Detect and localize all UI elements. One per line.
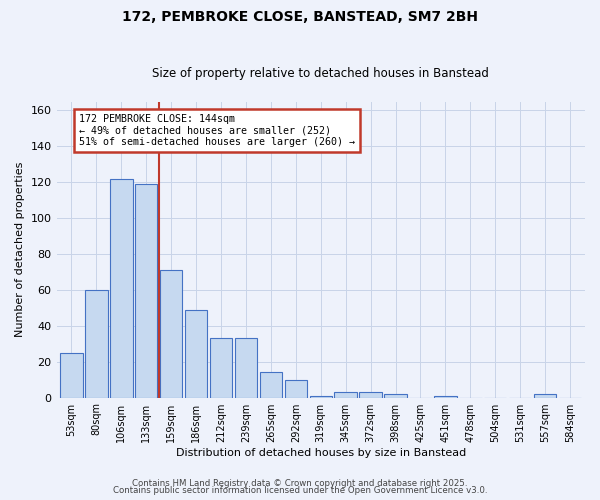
Bar — [434, 396, 457, 398]
Bar — [260, 372, 282, 398]
Bar — [310, 396, 332, 398]
Text: Contains HM Land Registry data © Crown copyright and database right 2025.: Contains HM Land Registry data © Crown c… — [132, 478, 468, 488]
Bar — [284, 380, 307, 398]
Bar — [534, 394, 556, 398]
Bar — [160, 270, 182, 398]
Bar — [185, 310, 208, 398]
Text: 172 PEMBROKE CLOSE: 144sqm
← 49% of detached houses are smaller (252)
51% of sem: 172 PEMBROKE CLOSE: 144sqm ← 49% of deta… — [79, 114, 355, 148]
Bar — [135, 184, 157, 398]
Bar — [85, 290, 107, 398]
Bar — [210, 338, 232, 398]
Bar — [60, 352, 83, 398]
Title: Size of property relative to detached houses in Banstead: Size of property relative to detached ho… — [152, 66, 489, 80]
Bar — [385, 394, 407, 398]
Bar — [359, 392, 382, 398]
Text: 172, PEMBROKE CLOSE, BANSTEAD, SM7 2BH: 172, PEMBROKE CLOSE, BANSTEAD, SM7 2BH — [122, 10, 478, 24]
Bar — [235, 338, 257, 398]
Y-axis label: Number of detached properties: Number of detached properties — [15, 162, 25, 337]
Text: Contains public sector information licensed under the Open Government Licence v3: Contains public sector information licen… — [113, 486, 487, 495]
X-axis label: Distribution of detached houses by size in Banstead: Distribution of detached houses by size … — [176, 448, 466, 458]
Bar — [334, 392, 357, 398]
Bar — [110, 178, 133, 398]
